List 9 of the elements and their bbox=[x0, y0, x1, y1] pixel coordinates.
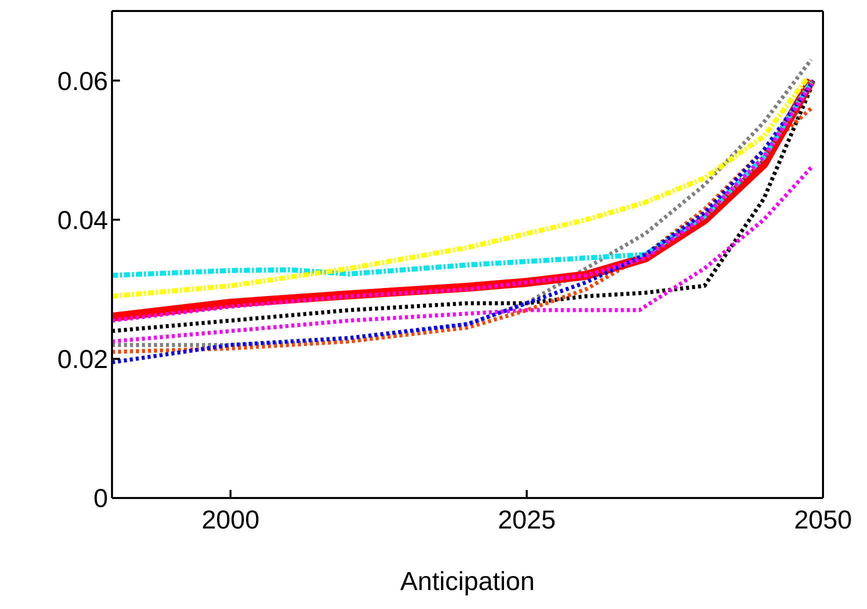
y-tick-label: 0 bbox=[94, 483, 108, 514]
y-tick-label: 0.06 bbox=[57, 66, 108, 96]
x-tick-label: 2025 bbox=[498, 504, 556, 534]
x-tick-label: 2050 bbox=[794, 504, 852, 534]
y-tick-label: 0.02 bbox=[57, 344, 108, 374]
x-axis-title: Anticipation bbox=[400, 566, 535, 596]
y-tick-label: 0.04 bbox=[57, 204, 108, 235]
x-tick-label: 2000 bbox=[202, 504, 260, 534]
line-series bbox=[112, 166, 814, 344]
